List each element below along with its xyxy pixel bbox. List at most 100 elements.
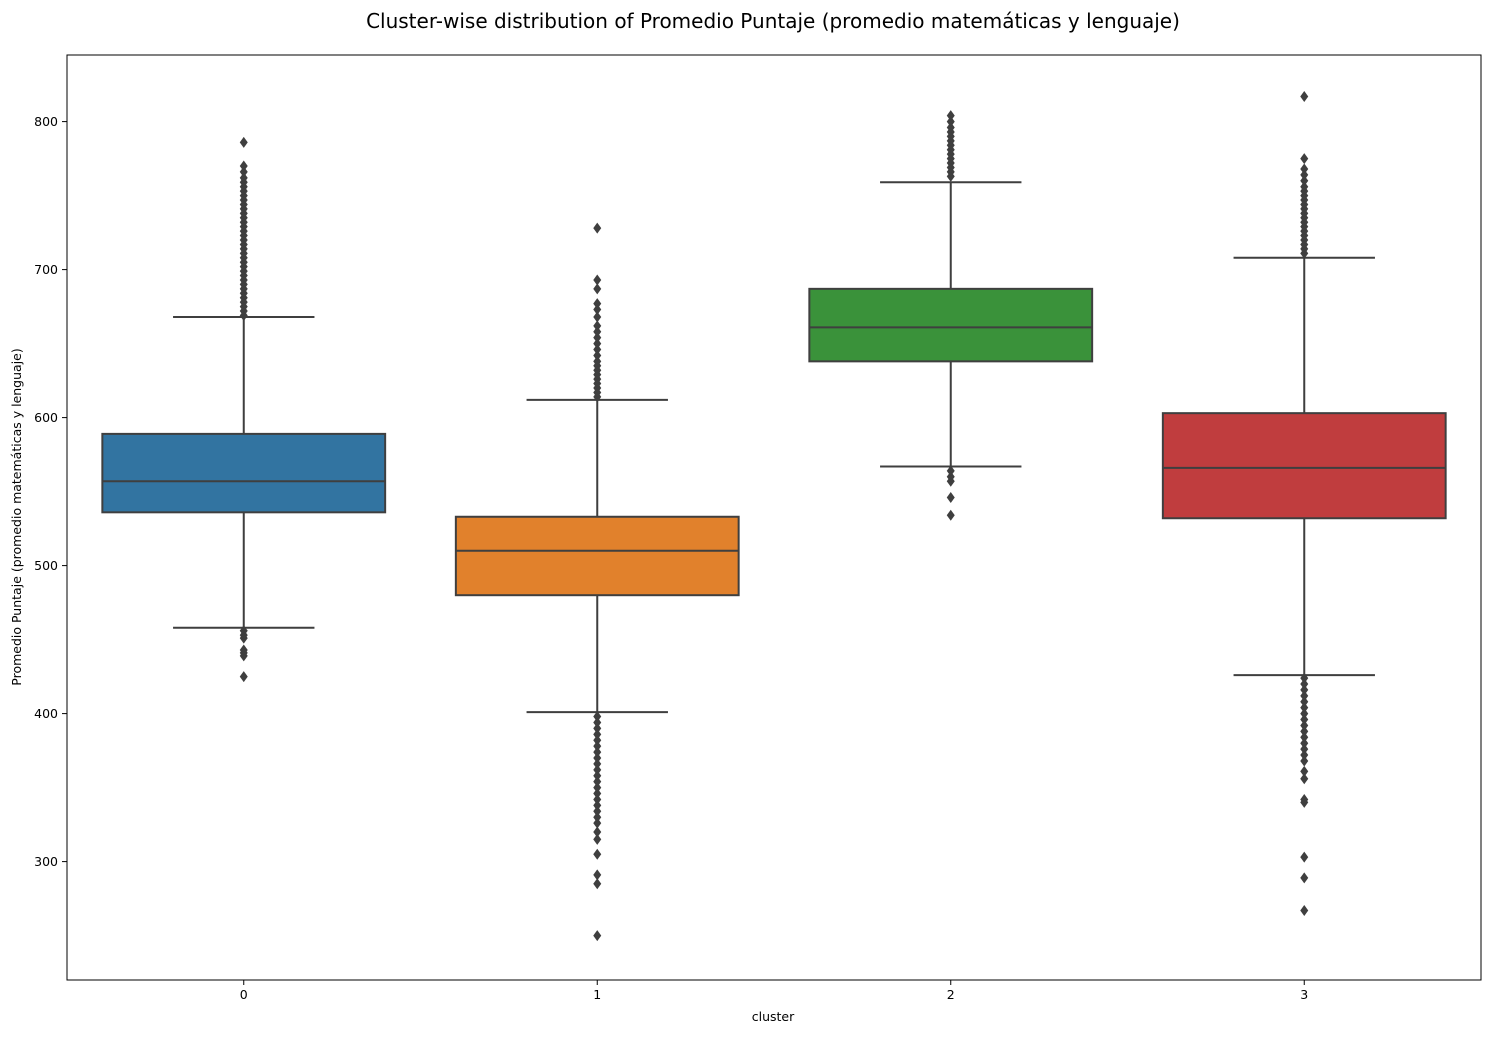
- outlier-point: [946, 465, 955, 477]
- outlier-point: [593, 338, 602, 350]
- outlier-point: [593, 320, 602, 332]
- outlier-point: [1300, 684, 1309, 696]
- plot-frame: [66, 54, 1482, 981]
- outlier-point: [593, 222, 602, 234]
- outlier-point: [1300, 708, 1309, 720]
- outlier-point: [593, 799, 602, 811]
- outlier-point: [946, 509, 955, 521]
- outlier-point: [593, 811, 602, 823]
- outlier-point: [593, 746, 602, 758]
- outlier-point: [1300, 169, 1309, 181]
- y-tick-label: 600: [34, 410, 58, 425]
- outlier-point: [1300, 765, 1309, 777]
- outlier-point: [1300, 743, 1309, 755]
- outlier-point: [1300, 755, 1309, 767]
- outlier-point: [1300, 175, 1309, 187]
- outlier-point: [1300, 696, 1309, 708]
- outlier-point: [593, 788, 602, 800]
- outlier-point: [593, 728, 602, 740]
- y-tick-label: 700: [34, 262, 58, 277]
- box-cluster-2: [808, 287, 1094, 363]
- outlier-point: [1300, 702, 1309, 714]
- plot-area: 300 400 500 600 700 800 0 1 2 3: [34, 54, 1482, 1002]
- y-axis-label: Promedio Puntaje (promedio matemáticas y…: [9, 348, 24, 685]
- outlier-point: [593, 722, 602, 734]
- outlier-point: [1300, 678, 1309, 690]
- outlier-point: [1300, 725, 1309, 737]
- outlier-point: [593, 930, 602, 942]
- y-tick-label: 300: [34, 854, 58, 869]
- outlier-point: [593, 817, 602, 829]
- outlier-point: [593, 326, 602, 338]
- outlier-point: [1300, 851, 1309, 863]
- outlier-point: [593, 716, 602, 728]
- x-tick-label: 3: [1300, 987, 1308, 1002]
- outlier-point: [593, 740, 602, 752]
- outlier-point: [946, 110, 955, 122]
- outlier-point: [1300, 719, 1309, 731]
- outlier-point: [593, 764, 602, 776]
- box-cluster-0: [101, 432, 387, 514]
- outlier-point: [593, 711, 602, 723]
- outlier-point: [593, 734, 602, 746]
- outlier-point: [593, 869, 602, 881]
- y-tick-label: 500: [34, 558, 58, 573]
- outlier-point: [593, 298, 602, 310]
- y-tick-label: 800: [34, 114, 58, 129]
- outlier-point: [946, 116, 955, 128]
- box-cluster-3: [1161, 412, 1447, 520]
- outlier-point: [239, 644, 248, 656]
- outlier-point: [593, 805, 602, 817]
- outlier-point: [239, 671, 248, 683]
- outlier-point: [946, 122, 955, 134]
- outlier-point: [593, 355, 602, 367]
- chart-title: Cluster-wise distribution of Promedio Pu…: [366, 9, 1180, 33]
- outlier-point: [1300, 872, 1309, 884]
- outlier-point: [1300, 153, 1309, 165]
- outlier-point: [593, 304, 602, 316]
- outlier-point: [1300, 181, 1309, 193]
- outlier-point: [593, 274, 602, 286]
- outlier-point: [593, 770, 602, 782]
- y-tick-label: 400: [34, 706, 58, 721]
- outlier-point: [239, 625, 248, 637]
- outlier-point: [1300, 773, 1309, 785]
- outlier-point: [239, 136, 248, 148]
- x-tick-label: 0: [240, 987, 248, 1002]
- outlier-point: [593, 782, 602, 794]
- box-cluster-1: [454, 515, 740, 597]
- outlier-point: [1300, 749, 1309, 761]
- outlier-point: [593, 758, 602, 770]
- outlier-point: [593, 311, 602, 323]
- outlier-point: [1300, 737, 1309, 749]
- outlier-point: [239, 166, 248, 178]
- outlier-point: [1300, 731, 1309, 743]
- outlier-point: [593, 878, 602, 890]
- outlier-point: [593, 776, 602, 788]
- outlier-point: [1300, 90, 1309, 102]
- outlier-point: [593, 752, 602, 764]
- outlier-point: [1300, 672, 1309, 684]
- outlier-point: [1300, 904, 1309, 916]
- outlier-point: [1300, 793, 1309, 805]
- outlier-point: [593, 349, 602, 361]
- x-tick-label: 1: [593, 987, 601, 1002]
- outlier-point: [593, 848, 602, 860]
- outlier-point: [239, 172, 248, 184]
- outlier-point: [1300, 690, 1309, 702]
- outlier-point: [593, 283, 602, 295]
- outlier-point: [239, 160, 248, 172]
- outlier-point: [593, 793, 602, 805]
- outlier-point: [593, 344, 602, 356]
- x-tick-label: 2: [947, 987, 955, 1002]
- x-axis-label: cluster: [752, 1009, 795, 1024]
- outlier-point: [946, 492, 955, 504]
- outlier-point: [593, 826, 602, 838]
- outlier-point: [593, 833, 602, 845]
- outlier-point: [1300, 163, 1309, 175]
- outlier-point: [1300, 714, 1309, 726]
- outlier-point: [946, 471, 955, 483]
- outlier-point: [593, 332, 602, 344]
